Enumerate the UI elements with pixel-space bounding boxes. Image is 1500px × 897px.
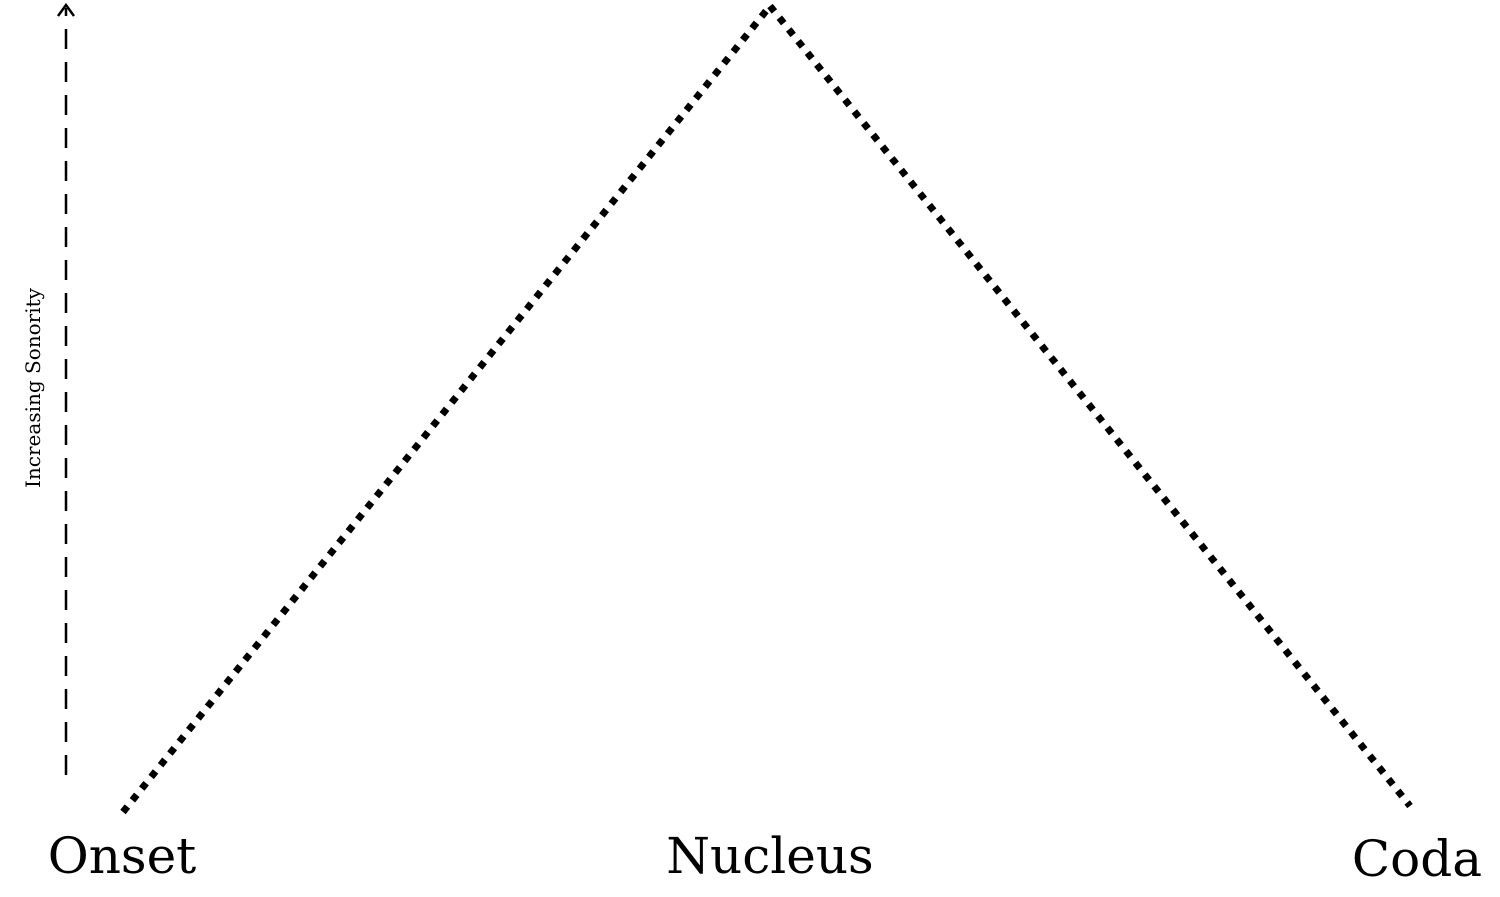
sonority-axis: [56, 2, 76, 775]
axis-label: Increasing Sonority: [21, 287, 45, 488]
nucleus-label: Nucleus: [666, 827, 873, 885]
falling-slope: [767, 3, 1413, 809]
coda-label: Coda: [1352, 830, 1482, 888]
onset-label: Onset: [48, 827, 197, 885]
arrow-up-icon: [56, 2, 76, 17]
rising-slope: [120, 3, 773, 815]
